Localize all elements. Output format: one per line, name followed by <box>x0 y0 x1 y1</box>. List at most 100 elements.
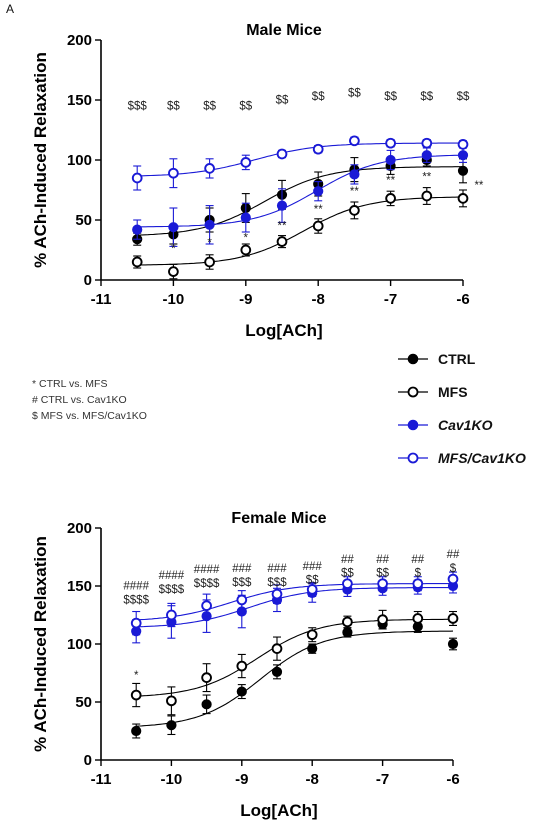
x-tick-label: -11 <box>91 771 112 788</box>
data-point <box>271 643 283 654</box>
significance-marker: $$ <box>420 91 433 103</box>
data-point <box>312 220 324 232</box>
significance-marker: ## <box>376 554 389 566</box>
data-point <box>377 614 388 625</box>
data-point <box>342 627 353 638</box>
data-point <box>201 672 212 683</box>
data-point <box>236 686 247 697</box>
significance-marker: #### <box>194 564 220 576</box>
fit-curve <box>137 142 463 177</box>
data-point <box>447 613 459 624</box>
fit-curve <box>136 583 453 621</box>
significance-marker: $$ <box>348 87 361 99</box>
fit-curve <box>137 196 464 266</box>
significance-marker: #### <box>123 580 149 592</box>
y-tick-label: 200 <box>67 520 92 537</box>
data-point <box>131 256 143 268</box>
data-point <box>276 200 288 211</box>
data-point <box>271 666 283 677</box>
data-point <box>240 212 251 223</box>
chart-title: Female Mice <box>231 510 326 527</box>
data-point <box>306 584 318 595</box>
data-point <box>236 660 248 672</box>
significance-marker: $$$$ <box>159 584 185 596</box>
x-tick-label: -11 <box>91 291 112 308</box>
x-tick-label: -6 <box>456 291 469 308</box>
significance-marker: $$ <box>312 91 325 103</box>
series-ctrl <box>131 619 459 739</box>
significance-marker: ### <box>267 563 287 575</box>
significance-marker: $$ <box>203 101 216 113</box>
data-point <box>412 578 424 590</box>
significance-marker: ** <box>474 180 483 192</box>
data-point <box>312 143 324 155</box>
significance-marker: * <box>244 233 249 245</box>
y-tick-label: 150 <box>67 92 92 109</box>
y-tick-label: 50 <box>75 694 92 711</box>
data-point <box>166 695 177 707</box>
significance-marker: $$ <box>239 101 252 113</box>
y-tick-label: 100 <box>67 636 92 653</box>
significance-marker: $$$ <box>267 577 287 589</box>
x-axis-label: Log[ACh] <box>240 801 317 820</box>
y-tick-label: 100 <box>67 152 92 169</box>
fit-curve <box>137 154 464 228</box>
significance-marker: ** <box>386 175 395 187</box>
data-point <box>342 578 353 590</box>
significance-marker: * <box>207 237 212 249</box>
x-tick-label: -9 <box>235 771 248 788</box>
fit-curve <box>137 166 463 236</box>
x-tick-label: -6 <box>446 771 459 788</box>
significance-marker: $ <box>415 568 422 580</box>
data-point <box>240 244 252 256</box>
fit-curve <box>136 630 454 727</box>
chart-female: 0 50 100 150 200 -11 -10 -9 -8 -7 -6 Female Mice Log… <box>31 510 460 820</box>
significance-marker: $$$$ <box>194 578 220 590</box>
series-mfs-cav1ko <box>130 571 459 636</box>
series-mfs-cav1ko <box>131 135 469 191</box>
y-tick-label: 200 <box>67 32 92 49</box>
data-point <box>306 629 318 641</box>
x-tick-label: -7 <box>384 291 397 308</box>
note-ctrl-vs-mfs: * CTRL vs. MFS <box>32 378 108 390</box>
data-point <box>421 150 432 161</box>
legend-label: Cav1KO <box>438 417 493 433</box>
data-point <box>342 616 353 628</box>
significance-marker: ** <box>278 221 287 233</box>
series-mfs <box>130 609 459 716</box>
data-point <box>457 139 469 150</box>
panel-label: A <box>6 2 15 16</box>
significance-marker: $$ <box>306 575 319 587</box>
data-point <box>132 224 143 235</box>
x-tick-label: -8 <box>306 771 319 788</box>
y-axis-label: % ACh-Induced Relaxation <box>31 536 50 752</box>
significance-marker: $$$$ <box>123 594 149 606</box>
legend-label: MFS <box>438 384 468 400</box>
fit-curve <box>136 618 453 697</box>
significance-marker: $$ <box>457 91 470 103</box>
data-point <box>236 594 248 606</box>
data-point <box>130 617 142 629</box>
x-tick-label: -10 <box>163 291 185 308</box>
data-point <box>447 573 459 585</box>
legend-item-ctrl: CTRL <box>396 350 550 370</box>
x-axis-label: Log[ACh] <box>245 321 322 340</box>
y-tick-label: 50 <box>75 212 92 229</box>
significance-marker: $$$ <box>232 577 252 589</box>
significance-marker: ### <box>303 561 323 573</box>
note-ctrl-vs-cav1ko: # CTRL vs. Cav1KO <box>32 394 127 406</box>
series-cav1ko <box>132 147 469 247</box>
x-tick-label: -9 <box>239 291 252 308</box>
significance-marker: $$ <box>341 568 354 580</box>
y-tick-label: 150 <box>67 578 92 595</box>
data-point <box>307 643 318 654</box>
significance-marker: ## <box>411 554 424 566</box>
significance-marker: $$ <box>167 101 180 113</box>
y-axis-label: % ACh-Induced Relaxation <box>31 52 50 268</box>
data-point <box>385 137 396 149</box>
data-point <box>385 193 396 204</box>
significance-marker: ## <box>341 554 354 566</box>
data-point <box>457 150 469 161</box>
significance-marker: $ <box>450 563 457 575</box>
data-point <box>377 578 388 590</box>
